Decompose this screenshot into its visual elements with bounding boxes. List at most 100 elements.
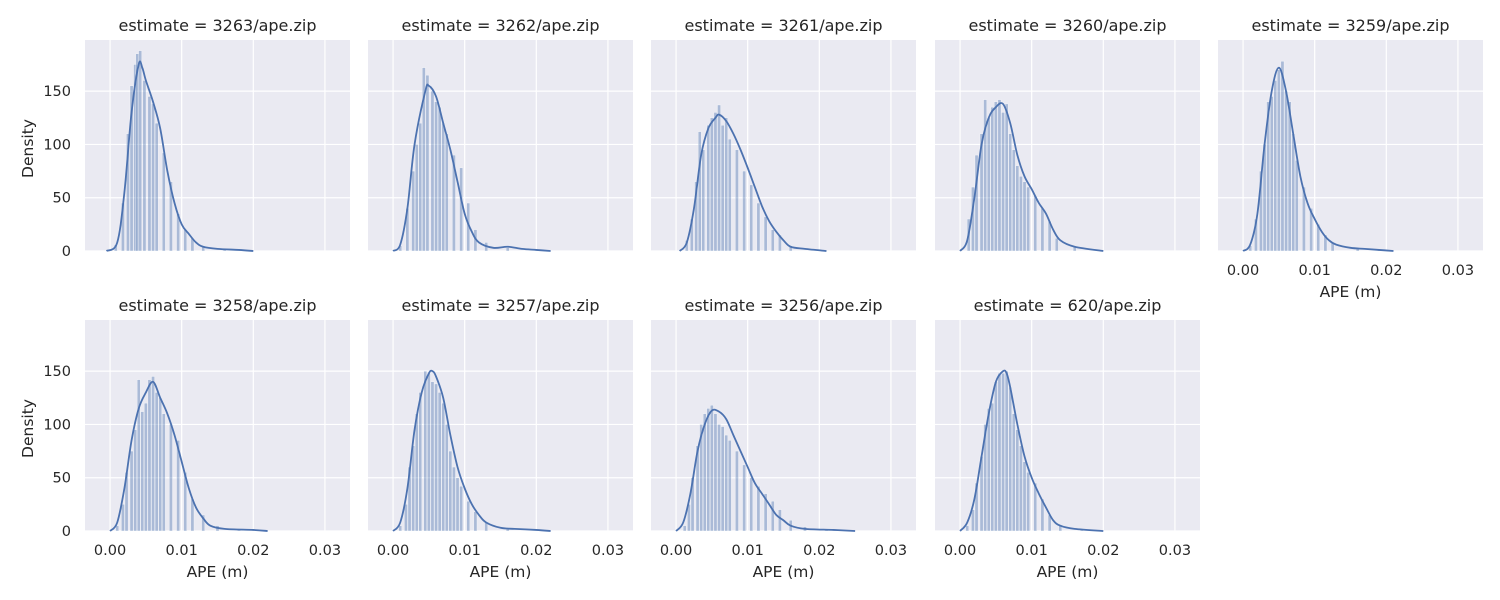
histogram-bar — [1008, 133, 1012, 252]
histogram-bar — [1033, 195, 1037, 252]
histogram-bar — [162, 413, 166, 532]
panel-title: estimate = 3263/ape.zip — [119, 16, 317, 35]
histogram-bar — [434, 383, 438, 532]
histogram-bar — [1022, 461, 1027, 532]
histogram-bar — [427, 373, 431, 532]
histogram-bar — [144, 402, 148, 532]
histogram-bar — [169, 181, 173, 252]
histogram-bar — [176, 440, 180, 532]
histogram-bar — [987, 408, 991, 532]
panel-title: estimate = 3256/ape.zip — [685, 296, 883, 315]
histogram-bar — [1280, 61, 1285, 252]
histogram-bar — [441, 402, 445, 532]
panel-title: estimate = 3259/ape.zip — [1252, 16, 1450, 35]
histogram-bar — [1323, 234, 1328, 252]
histogram-bar — [1026, 186, 1030, 252]
histogram-bar — [452, 154, 456, 252]
kde-line — [392, 83, 551, 252]
histogram-bar — [717, 424, 721, 532]
histogram-bar — [1040, 208, 1045, 252]
histogram-bar — [473, 511, 478, 532]
plot-area — [85, 320, 350, 531]
histogram-bar — [1026, 472, 1030, 532]
facet-panel: estimate = 3256/ape.zip 0.00 0.01 0.02 0.03 A… — [651, 296, 916, 581]
histogram-bar — [133, 64, 137, 252]
histogram-bar — [699, 424, 703, 532]
histogram-bar — [398, 525, 402, 532]
kde-line — [1242, 66, 1394, 252]
histogram-bar — [728, 138, 732, 252]
histogram-bar — [710, 405, 714, 532]
x-tick-label: 0.02 — [1370, 263, 1402, 279]
histogram-bar — [1270, 96, 1274, 252]
histogram-bar — [1015, 429, 1020, 532]
kde-line — [392, 369, 551, 532]
y-tick-label: 0 — [62, 524, 71, 540]
histogram-bar — [140, 411, 144, 532]
histogram-bar — [713, 413, 718, 532]
histogram-bar — [983, 99, 987, 252]
histogram-bar — [415, 413, 419, 532]
histogram-bar — [422, 67, 426, 252]
histogram-bar — [147, 96, 152, 252]
x-tick-label: 0.01 — [1016, 543, 1048, 559]
histogram-bar — [997, 99, 1002, 252]
histogram-bar — [749, 184, 753, 252]
x-axis-label: APE (m) — [1320, 283, 1382, 301]
facet-panel: estimate = 3260/ape.zip — [935, 16, 1200, 252]
histogram-bar — [138, 50, 142, 252]
histogram-bar — [437, 392, 442, 532]
histogram-bar — [1295, 160, 1299, 252]
x-tick-label: 0.02 — [520, 543, 552, 559]
x-axis-label: APE (m) — [753, 563, 815, 581]
x-tick-label: 0.03 — [309, 543, 341, 559]
histogram-bar — [425, 75, 430, 252]
histogram-bar — [717, 104, 721, 252]
histogram-bar — [445, 133, 449, 252]
histogram-bar — [411, 170, 415, 252]
plot-area — [935, 40, 1200, 251]
histogram-bar — [1022, 181, 1027, 252]
histogram-bar — [1008, 386, 1012, 532]
histogram-bar — [455, 477, 460, 532]
y-axis-label: Density — [19, 119, 37, 178]
histogram-bar — [151, 103, 155, 252]
kde-line — [959, 369, 1104, 532]
histogram-bar — [1019, 445, 1023, 532]
histogram-bar — [713, 112, 718, 252]
histogram-bar — [997, 373, 1002, 532]
histogram-bar — [1012, 149, 1016, 252]
x-tick-label: 0.00 — [94, 543, 126, 559]
facet-panel: estimate = 3263/ape.zip 0 50 100 150 Density — [19, 16, 350, 260]
histogram-bar — [437, 106, 442, 252]
histogram-bar — [151, 376, 155, 532]
histogram-bar — [701, 149, 705, 252]
y-tick-label: 150 — [43, 364, 71, 380]
histogram-bar — [1287, 101, 1292, 252]
histogram-bar — [987, 117, 991, 252]
histogram-bar — [434, 101, 438, 252]
histogram-bar — [749, 477, 753, 532]
panel-title: estimate = 620/ape.zip — [974, 296, 1162, 315]
histogram-bar — [423, 371, 427, 532]
panel-title: estimate = 3261/ape.zip — [685, 16, 883, 35]
x-tick-label: 0.03 — [1442, 263, 1474, 279]
histogram-bar — [129, 450, 134, 532]
histogram-bar — [1004, 103, 1009, 252]
histogram-bar — [1277, 69, 1281, 252]
histogram-bar — [466, 501, 470, 532]
kde-line — [109, 380, 268, 532]
histogram-bar — [158, 397, 162, 532]
x-tick-label: 0.00 — [944, 543, 976, 559]
histogram-bar — [703, 413, 707, 532]
facet-panel: estimate = 3257/ape.zip 0.00 0.01 0.02 0.03 A… — [368, 296, 633, 581]
histogram-bar — [1012, 413, 1016, 532]
histogram-bar — [979, 133, 984, 252]
x-tick-label: 0.01 — [449, 543, 481, 559]
x-tick-label: 0.03 — [875, 543, 907, 559]
histogram-bar — [459, 486, 463, 532]
histogram-bar — [1004, 371, 1009, 532]
histogram-bar — [418, 122, 422, 252]
histogram-bar — [415, 144, 419, 252]
histogram-bar — [965, 525, 969, 532]
